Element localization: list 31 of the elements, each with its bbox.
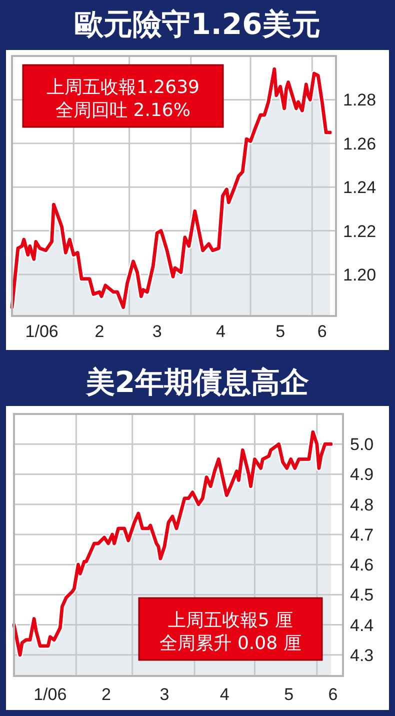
x-tick-label: 6 [328,685,338,704]
title: 美2年期債息高企 [86,365,310,399]
x-tick-label: 3 [160,685,170,704]
y-tick-label: 5.0 [350,435,374,454]
y-tick-label: 4.3 [350,646,374,665]
x-tick-label: 5 [276,322,286,341]
y-tick-label: 4.9 [350,465,374,484]
y-tick-label: 1.28 [343,90,376,110]
x-tick-label: 4 [216,322,226,341]
y-tick-label: 1.20 [343,265,376,284]
x-tick-label: 3 [152,322,162,341]
y-tick-label: 4.6 [350,556,374,575]
x-tick-label: 1/06 [34,685,67,704]
x-tick-label: 2 [94,322,104,341]
annotation: 上周五收報1.2639 [46,77,200,98]
y-tick-label: 1.26 [343,134,376,154]
x-tick-label: 2 [102,685,112,704]
y-tick-label: 1.22 [343,222,376,241]
y-tick-label: 4.5 [350,586,374,605]
annotation: 全周累升 0.08 厘 [160,633,302,654]
x-tick-label: 1/06 [25,322,58,341]
title: 歐元險守1.26美元 [74,7,320,41]
y-tick-label: 4.4 [350,616,374,635]
x-tick-label: 5 [284,685,294,704]
annotation: 全周回吐 2.16% [56,100,190,121]
annotation: 上周五收報5 厘 [168,610,294,631]
x-tick-label: 6 [317,322,327,341]
x-tick-label: 4 [220,685,230,704]
y-tick-label: 4.8 [350,495,374,514]
y-tick-label: 4.7 [350,525,374,544]
y-tick-label: 1.24 [343,178,376,198]
